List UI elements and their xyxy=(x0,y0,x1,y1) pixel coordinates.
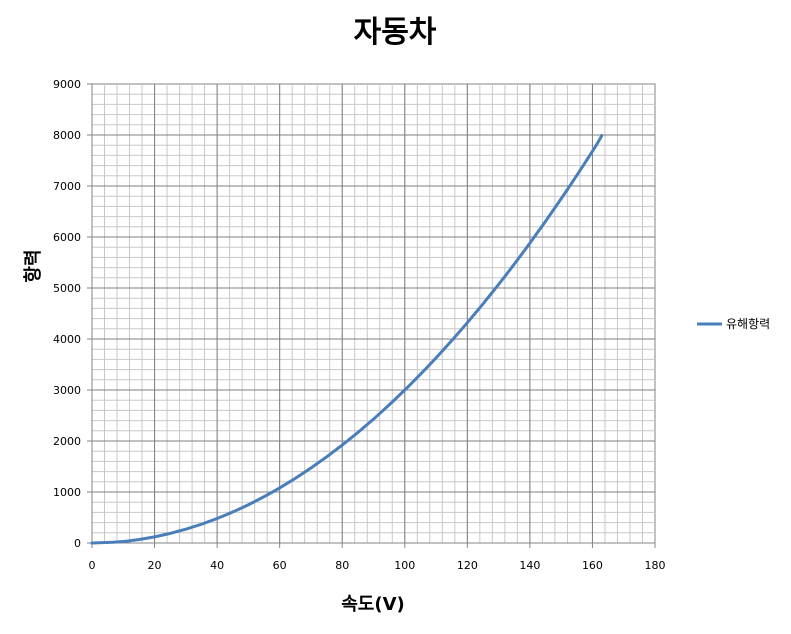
x-tick-label: 0 xyxy=(89,559,96,572)
axis-layer: 0 20 40 60 80 100 120 140 160 180 0 1000 2000 3000 400… xyxy=(53,78,666,572)
x-tick-label: 60 xyxy=(273,559,287,572)
y-tick-label: 9000 xyxy=(53,78,81,91)
x-axis-label: 속도(V) xyxy=(341,594,405,615)
y-tick-label: 5000 xyxy=(53,282,81,295)
y-tick-label: 7000 xyxy=(53,180,81,193)
series-layer xyxy=(90,134,604,545)
y-tick-label: 6000 xyxy=(53,231,81,244)
y-tick-label: 2000 xyxy=(53,435,81,448)
y-tick-label: 3000 xyxy=(53,384,81,397)
series-line xyxy=(90,134,604,545)
x-tick-label: 40 xyxy=(210,559,224,572)
y-tick-label: 0 xyxy=(74,537,81,550)
x-tick-label: 100 xyxy=(394,559,415,572)
y-tick-label: 4000 xyxy=(53,333,81,346)
legend: 유해항력 xyxy=(697,317,770,331)
y-axis-label: 항력 xyxy=(23,249,44,282)
x-tick-label: 160 xyxy=(582,559,603,572)
x-tick-label: 180 xyxy=(645,559,666,572)
plot-area xyxy=(91,83,656,544)
y-tick-label: 8000 xyxy=(53,129,81,142)
grid-layer xyxy=(91,83,656,544)
x-tick-label: 140 xyxy=(519,559,540,572)
chart-title: 자동차 xyxy=(354,15,437,50)
x-tick-label: 20 xyxy=(148,559,162,572)
y-tick-label: 1000 xyxy=(53,486,81,499)
x-tick-label: 80 xyxy=(335,559,349,572)
x-tick-label: 120 xyxy=(457,559,478,572)
legend-label: 유해항력 xyxy=(726,317,770,331)
